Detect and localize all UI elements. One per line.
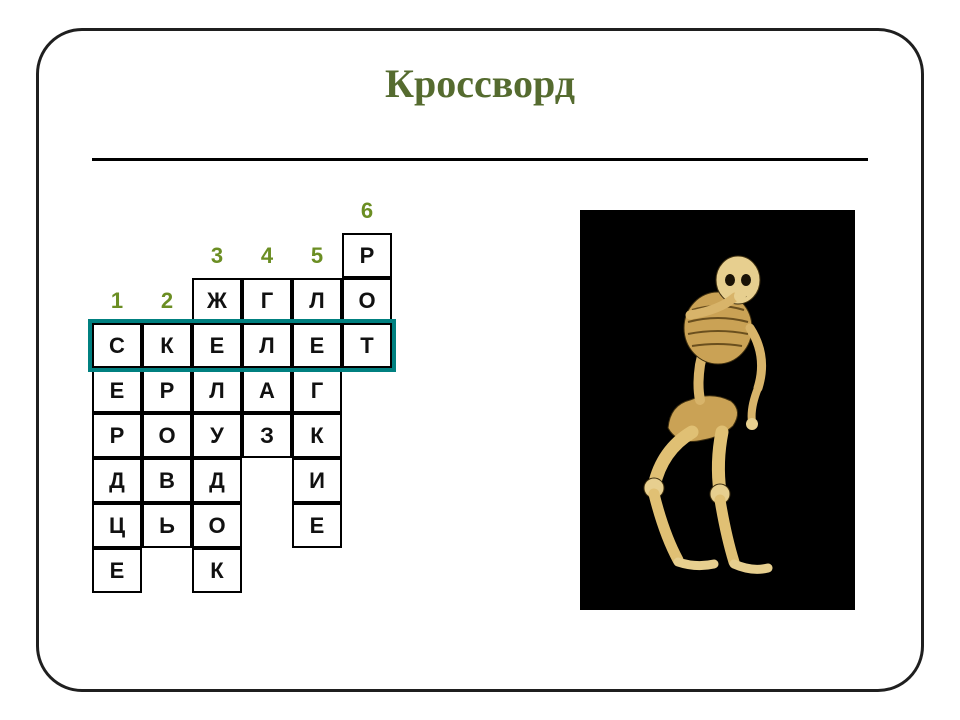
cell-letter: Е	[210, 333, 225, 359]
cell-letter: О	[358, 288, 375, 314]
crossword-cell: Д	[92, 458, 142, 503]
crossword-clue-number: 4	[242, 233, 292, 278]
cell-letter: Ь	[159, 513, 175, 539]
crossword-cell: З	[242, 413, 292, 458]
clue-number-text: 5	[311, 243, 323, 269]
crossword-cell: Д	[192, 458, 242, 503]
title-underline	[92, 158, 868, 161]
crossword-cell: И	[292, 458, 342, 503]
crossword-clue-number: 1	[92, 278, 142, 323]
cell-letter: Е	[310, 513, 325, 539]
cell-letter: Г	[261, 288, 273, 314]
cell-letter: Е	[110, 378, 125, 404]
crossword-grid: 6345Р12ЖГЛОСКЕЛЕТЕРЛАГРОУЗКДВДИЦЬОЕЕК	[92, 188, 492, 628]
crossword-cell: К	[292, 413, 342, 458]
clue-number-text: 4	[261, 243, 273, 269]
crossword-clue-number: 6	[342, 188, 392, 233]
cell-letter: И	[309, 468, 325, 494]
cell-letter: Е	[310, 333, 325, 359]
cell-letter: У	[210, 423, 224, 449]
cell-letter: Л	[259, 333, 274, 359]
cell-letter: Л	[209, 378, 224, 404]
clue-number-text: 3	[211, 243, 223, 269]
crossword-cell: Ж	[192, 278, 242, 323]
crossword-cell: Е	[92, 368, 142, 413]
title-text: Кроссворд	[385, 61, 575, 106]
crossword-cell: Е	[292, 503, 342, 548]
crossword-cell: Р	[142, 368, 192, 413]
crossword-cell: Е	[192, 323, 242, 368]
crossword-cell: Р	[92, 413, 142, 458]
cell-letter: Г	[311, 378, 323, 404]
crossword-cell: У	[192, 413, 242, 458]
crossword-cell: Л	[292, 278, 342, 323]
cell-letter: Е	[110, 558, 125, 584]
cell-letter: А	[259, 378, 275, 404]
crossword-cell: К	[142, 323, 192, 368]
crossword-cell: А	[242, 368, 292, 413]
cell-letter: О	[158, 423, 175, 449]
crossword-clue-number: 2	[142, 278, 192, 323]
cell-letter: К	[310, 423, 323, 449]
cell-letter: Т	[360, 333, 373, 359]
clue-number-text: 2	[161, 288, 173, 314]
crossword-cell: Е	[92, 548, 142, 593]
clue-number-text: 1	[111, 288, 123, 314]
crossword-cell: О	[192, 503, 242, 548]
crossword-cell: О	[142, 413, 192, 458]
cell-letter: Р	[110, 423, 125, 449]
crossword-cell: Е	[292, 323, 342, 368]
clue-number-text: 6	[361, 198, 373, 224]
crossword-cell: К	[192, 548, 242, 593]
cell-letter: Д	[109, 468, 125, 494]
cell-letter: О	[208, 513, 225, 539]
cell-letter: Р	[360, 243, 375, 269]
cell-letter: Ж	[207, 288, 227, 314]
crossword-clue-number: 5	[292, 233, 342, 278]
crossword-cell: Р	[342, 233, 392, 278]
cell-letter: Л	[309, 288, 324, 314]
crossword-clue-number: 3	[192, 233, 242, 278]
crossword-cell: Ь	[142, 503, 192, 548]
page-title: Кроссворд	[0, 60, 960, 107]
cell-letter: К	[160, 333, 173, 359]
crossword-cell: Т	[342, 323, 392, 368]
cell-letter: З	[260, 423, 274, 449]
cell-letter: В	[159, 468, 175, 494]
crossword-cell: Г	[242, 278, 292, 323]
cell-letter: Ц	[109, 513, 125, 539]
cell-letter: Д	[209, 468, 225, 494]
crossword-cell: О	[342, 278, 392, 323]
skeleton-icon	[580, 210, 855, 610]
cell-letter: С	[109, 333, 125, 359]
illustration-panel	[580, 210, 855, 610]
crossword-cell: С	[92, 323, 142, 368]
crossword-cell: Г	[292, 368, 342, 413]
cell-letter: К	[210, 558, 223, 584]
crossword-cell: В	[142, 458, 192, 503]
cell-letter: Р	[160, 378, 175, 404]
crossword-cell: Л	[242, 323, 292, 368]
crossword-cell: Ц	[92, 503, 142, 548]
crossword-cell: Л	[192, 368, 242, 413]
